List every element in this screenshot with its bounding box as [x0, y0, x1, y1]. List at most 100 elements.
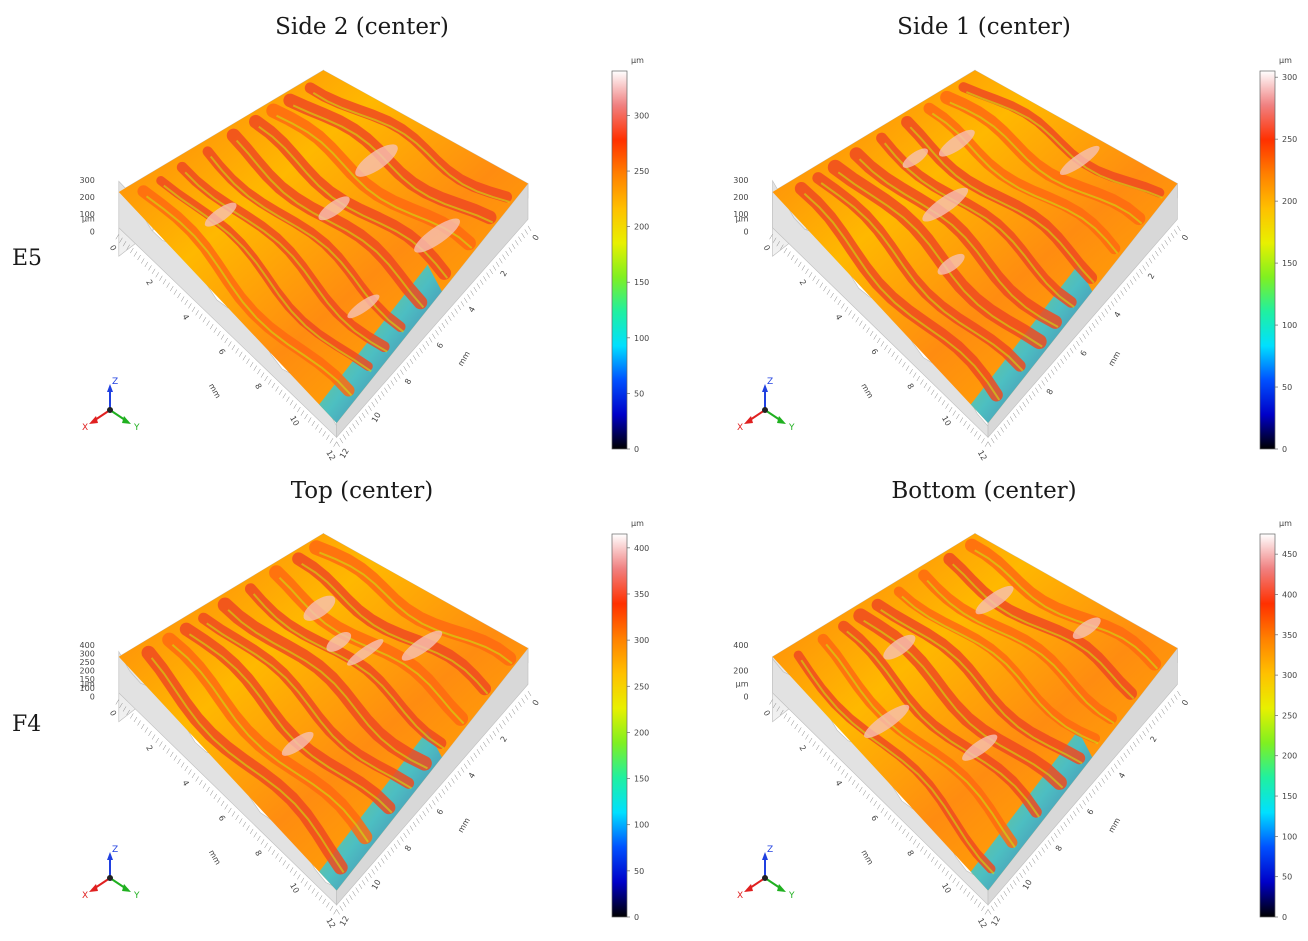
- panel-title-bottom: Bottom (center): [891, 478, 1077, 504]
- right-axis-tick: 12: [989, 914, 1002, 927]
- triad-y-label: Y: [788, 891, 795, 901]
- xyz-triad-icon: Z X Y: [82, 377, 140, 433]
- z-axis-unit: µm: [736, 215, 749, 224]
- triad-y-label: Y: [133, 423, 140, 433]
- triad-y-label: Y: [788, 423, 795, 433]
- triad-z-label: Z: [112, 845, 118, 855]
- z-axis-tick: 200: [80, 667, 95, 676]
- triad-x-label: X: [82, 423, 88, 433]
- left-axis-tick: 0: [108, 709, 118, 718]
- right-axis-tick: 8: [403, 377, 413, 386]
- panel-title-side2: Side 2 (center): [275, 14, 449, 40]
- triad-z-label: Z: [767, 377, 773, 387]
- colorbar-tick: 300: [634, 111, 649, 120]
- colorbar-tick: 150: [1282, 792, 1297, 801]
- right-axis-unit: mm: [1107, 350, 1123, 368]
- surface-plot-side1: 0 100 200 300 µm 0 2 4 6 8 10 12 mm 0 2 4 6 8 mm Z X Yµm 0 50 10…: [733, 56, 1297, 462]
- right-axis-tick: 0: [1180, 698, 1190, 707]
- colorbar-tick: 0: [1282, 913, 1287, 922]
- z-axis-unit: µm: [736, 680, 749, 689]
- z-axis-tick: 100: [80, 210, 95, 219]
- left-axis-tick: 6: [869, 814, 879, 823]
- triad-y-label: Y: [133, 891, 140, 901]
- colorbar-tick: 300: [1282, 671, 1297, 680]
- triad-x-label: X: [737, 423, 743, 433]
- colorbar-unit: µm: [1279, 56, 1292, 65]
- z-axis-tick: 250: [80, 658, 95, 667]
- z-axis-tick: 150: [80, 675, 95, 684]
- z-axis-tick: 200: [733, 193, 748, 202]
- z-axis-tick: 0: [743, 692, 748, 701]
- right-axis-tick: 0: [1180, 233, 1190, 242]
- left-axis-tick: 4: [833, 779, 843, 788]
- left-axis-tick: 10: [940, 414, 953, 427]
- colorbar-tick: 100: [634, 334, 649, 343]
- colorbar-tick: 150: [634, 278, 649, 287]
- right-axis-tick: 6: [1079, 349, 1089, 358]
- left-axis-tick: 12: [976, 916, 989, 929]
- right-axis-tick: 10: [370, 878, 383, 891]
- colorbar-tick: 100: [1282, 832, 1297, 841]
- left-axis-tick: 6: [869, 347, 879, 356]
- left-axis-tick: 10: [288, 881, 301, 894]
- right-axis-tick: 8: [403, 844, 413, 853]
- right-axis-unit: mm: [456, 350, 472, 368]
- colorbar-tick: 250: [634, 167, 649, 176]
- z-axis-tick: 200: [733, 667, 748, 676]
- left-axis-tick: 0: [762, 709, 772, 718]
- left-axis-unit: mm: [207, 382, 223, 400]
- right-axis-tick: 6: [435, 807, 445, 816]
- left-axis-tick: 10: [940, 881, 953, 894]
- right-axis-tick: 4: [467, 771, 477, 780]
- left-axis-tick: 4: [180, 313, 190, 322]
- left-axis-tick: 8: [253, 849, 263, 858]
- right-axis-tick: 0: [531, 233, 541, 242]
- xyz-triad-icon: Z X Y: [82, 845, 140, 901]
- right-axis-tick: 4: [1112, 310, 1122, 319]
- z-axis-tick: 0: [743, 227, 748, 236]
- colorbar-tick: 350: [634, 590, 649, 599]
- colorbar-unit: µm: [631, 519, 644, 528]
- panel-title-side1: Side 1 (center): [897, 14, 1071, 40]
- right-axis-tick: 6: [435, 341, 445, 350]
- left-axis-tick: 8: [253, 382, 263, 391]
- z-axis-tick: 200: [80, 193, 95, 202]
- z-axis-tick: 300: [80, 176, 95, 185]
- triad-x-label: X: [82, 891, 88, 901]
- triad-z-label: Z: [112, 377, 118, 387]
- left-axis-tick: 4: [180, 779, 190, 788]
- z-axis-unit: µm: [82, 215, 95, 224]
- left-axis-tick: 2: [144, 278, 154, 287]
- right-axis-tick: 8: [1054, 844, 1064, 853]
- right-axis-unit: mm: [456, 816, 472, 834]
- left-axis-unit: mm: [859, 382, 875, 400]
- colorbar-unit: µm: [631, 56, 644, 65]
- colorbar: [611, 70, 628, 450]
- right-axis-tick: 4: [1117, 771, 1127, 780]
- z-axis-tick: 400: [733, 641, 748, 650]
- surface-plot-bottom: 0 200 400 µm 0 2 4 6 8 10 12 mm 0 2 4 6 8 10 12 mm Z X Yµm 0 50 1…: [733, 519, 1297, 930]
- left-axis-tick: 4: [833, 313, 843, 322]
- left-axis-tick: 2: [797, 278, 807, 287]
- xyz-triad-icon: Z X Y: [737, 845, 795, 901]
- z-axis-tick: 0: [90, 692, 95, 701]
- z-axis-tick: 300: [733, 176, 748, 185]
- colorbar-tick: 400: [634, 544, 649, 553]
- right-axis-tick: 10: [1021, 878, 1034, 891]
- row-label-e5: E5: [12, 246, 43, 271]
- right-axis-tick: 4: [467, 305, 477, 314]
- z-axis-tick: 300: [80, 649, 95, 658]
- right-axis-tick: 10: [370, 411, 383, 424]
- left-axis-tick: 12: [976, 449, 989, 462]
- left-axis-tick: 0: [108, 244, 118, 253]
- right-axis-unit: mm: [1107, 816, 1123, 834]
- left-axis-unit: mm: [207, 848, 223, 866]
- panel-title-top: Top (center): [290, 478, 434, 504]
- xyz-triad-icon: Z X Y: [737, 377, 795, 433]
- right-axis-tick: 0: [531, 698, 541, 707]
- colorbar-tick: 50: [634, 867, 644, 876]
- colorbar-tick: 250: [1282, 711, 1297, 720]
- left-axis-tick: 6: [217, 347, 227, 356]
- z-axis-unit: µm: [82, 680, 95, 689]
- colorbar-tick: 200: [634, 223, 649, 232]
